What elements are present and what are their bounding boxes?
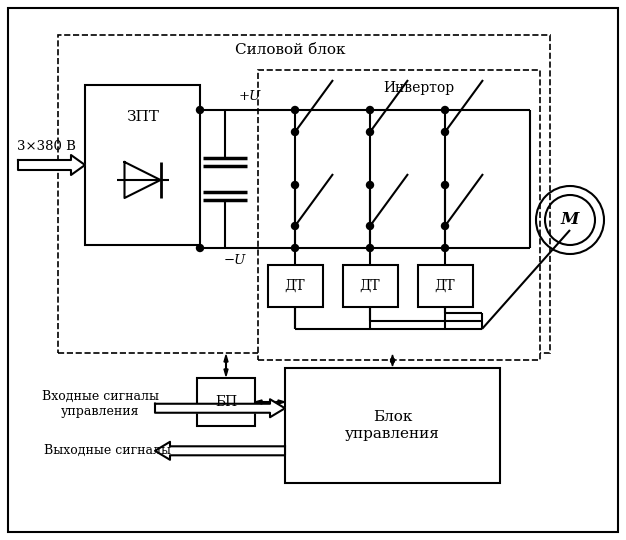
Circle shape xyxy=(441,181,448,188)
Polygon shape xyxy=(391,355,394,362)
Bar xyxy=(197,378,255,426)
Text: Входные сигналы
управления: Входные сигналы управления xyxy=(41,390,158,418)
Polygon shape xyxy=(18,155,85,175)
Bar xyxy=(58,35,550,353)
Bar xyxy=(85,85,200,245)
Circle shape xyxy=(292,129,299,136)
Circle shape xyxy=(292,222,299,230)
Text: ДТ: ДТ xyxy=(360,279,381,293)
Text: Выходные сигналы: Выходные сигналы xyxy=(44,444,172,457)
Bar xyxy=(285,368,500,483)
Polygon shape xyxy=(155,399,285,417)
Circle shape xyxy=(366,181,374,188)
Circle shape xyxy=(366,245,374,252)
Text: M: M xyxy=(561,212,579,228)
Text: ДТ: ДТ xyxy=(285,279,305,293)
Text: 3×380 В: 3×380 В xyxy=(16,140,76,153)
Polygon shape xyxy=(224,369,228,376)
Polygon shape xyxy=(278,400,285,404)
Text: ДТ: ДТ xyxy=(434,279,455,293)
Circle shape xyxy=(441,245,448,252)
Text: БП: БП xyxy=(215,395,237,409)
Text: Инвертор: Инвертор xyxy=(384,81,454,95)
Circle shape xyxy=(366,106,374,113)
Circle shape xyxy=(441,222,448,230)
Circle shape xyxy=(441,106,448,113)
Circle shape xyxy=(292,106,299,113)
Circle shape xyxy=(197,245,203,252)
Circle shape xyxy=(441,129,448,136)
Text: −U: −U xyxy=(224,254,246,267)
Circle shape xyxy=(366,129,374,136)
Text: +U: +U xyxy=(239,91,261,104)
Bar xyxy=(418,265,473,307)
Circle shape xyxy=(292,245,299,252)
Circle shape xyxy=(292,181,299,188)
Bar xyxy=(343,265,398,307)
Text: ЗПТ: ЗПТ xyxy=(126,110,159,124)
Polygon shape xyxy=(255,400,262,404)
Bar xyxy=(268,265,323,307)
Polygon shape xyxy=(224,355,228,362)
Bar xyxy=(258,70,540,360)
Text: Блок
управления: Блок управления xyxy=(345,410,440,441)
Circle shape xyxy=(197,106,203,113)
Polygon shape xyxy=(155,442,285,460)
Polygon shape xyxy=(391,359,394,366)
Circle shape xyxy=(366,222,374,230)
Text: Силовой блок: Силовой блок xyxy=(235,43,346,57)
